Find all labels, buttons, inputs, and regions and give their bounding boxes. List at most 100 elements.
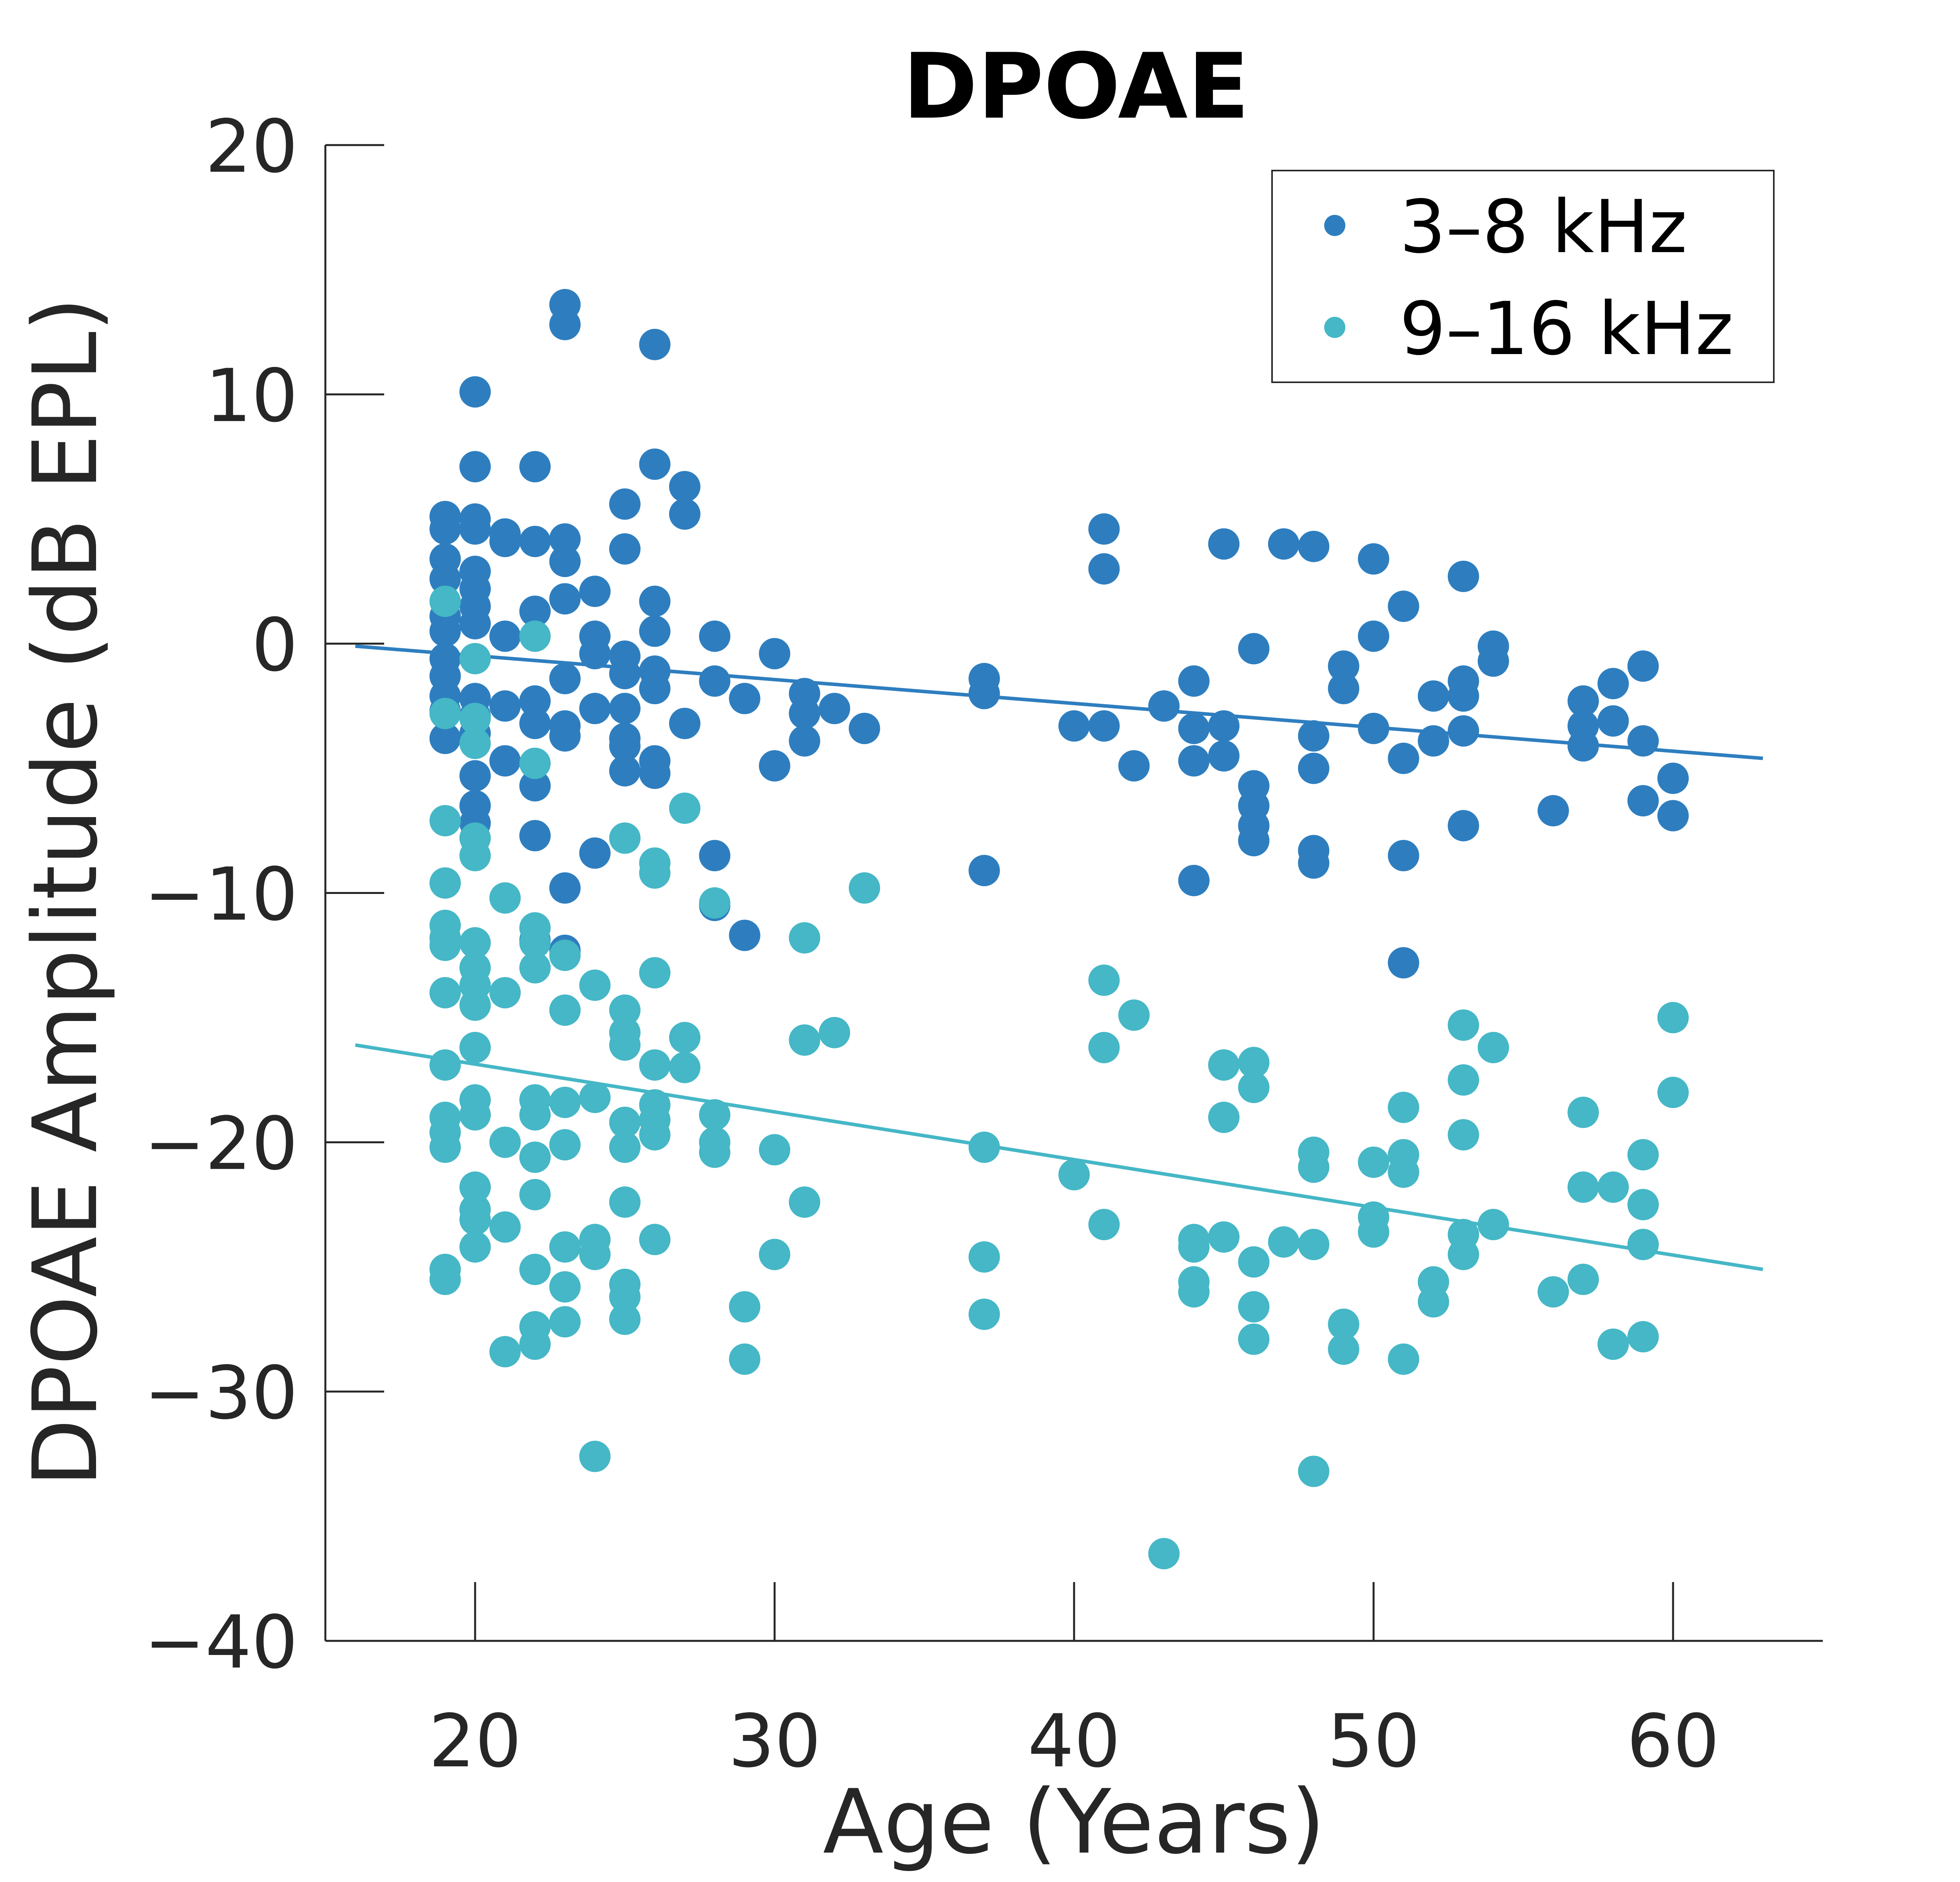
data-point-3-8khz	[459, 513, 491, 545]
data-point-3-8khz	[1567, 730, 1599, 762]
x-tick-label: 50	[1327, 1699, 1420, 1784]
data-point-3-8khz	[1118, 750, 1150, 782]
data-point-9-16khz	[549, 1231, 581, 1263]
data-point-3-8khz	[1627, 785, 1659, 817]
data-point-9-16khz	[579, 1081, 611, 1113]
data-point-3-8khz	[519, 685, 551, 717]
data-point-3-8khz	[1417, 725, 1449, 757]
data-point-9-16khz	[549, 994, 581, 1026]
data-point-9-16khz	[1448, 1009, 1479, 1041]
data-point-9-16khz	[429, 977, 461, 1008]
data-point-9-16khz	[1118, 999, 1150, 1031]
data-point-9-16khz	[1088, 1209, 1120, 1241]
data-point-3-8khz	[1358, 712, 1389, 744]
data-point-9-16khz	[1298, 1151, 1330, 1183]
data-point-9-16khz	[639, 857, 671, 889]
data-point-9-16khz	[459, 1204, 491, 1235]
y-tick-label: 20	[205, 104, 298, 189]
data-point-9-16khz	[1328, 1308, 1359, 1340]
data-point-3-8khz	[519, 770, 551, 802]
data-point-9-16khz	[669, 792, 701, 824]
data-point-3-8khz	[489, 745, 521, 777]
data-point-3-8khz	[429, 513, 461, 545]
data-point-3-8khz	[1088, 553, 1120, 585]
data-point-3-8khz	[639, 615, 671, 647]
data-point-3-8khz	[1627, 725, 1659, 757]
data-point-3-8khz	[609, 658, 641, 689]
data-point-9-16khz	[519, 1179, 551, 1210]
data-point-9-16khz	[1448, 1239, 1479, 1270]
data-point-3-8khz	[489, 620, 521, 652]
data-point-9-16khz	[639, 1049, 671, 1081]
data-point-9-16khz	[459, 1231, 491, 1263]
data-point-9-16khz	[1208, 1221, 1240, 1253]
data-point-9-16khz	[429, 930, 461, 961]
data-point-9-16khz	[459, 927, 491, 959]
data-point-3-8khz	[1298, 847, 1330, 879]
data-point-9-16khz	[669, 1022, 701, 1054]
axis-ticks: 20 30 40 50 60 20 10 0 −10 −20 −30 −40	[144, 104, 1719, 1784]
data-point-3-8khz	[1238, 825, 1270, 856]
data-point-9-16khz	[759, 1239, 790, 1270]
data-point-9-16khz	[1657, 1002, 1689, 1034]
y-tick-label: −10	[144, 852, 298, 937]
data-point-9-16khz	[579, 969, 611, 1001]
data-point-3-8khz	[579, 638, 611, 670]
data-point-3-8khz	[1208, 710, 1240, 742]
data-point-9-16khz	[519, 1099, 551, 1131]
data-point-9-16khz	[639, 1119, 671, 1151]
data-point-3-8khz	[1657, 763, 1689, 794]
data-point-9-16khz	[1627, 1189, 1659, 1221]
data-point-3-8khz	[489, 525, 521, 557]
data-point-9-16khz	[1208, 1049, 1240, 1081]
data-point-9-16khz	[1657, 1077, 1689, 1108]
data-point-9-16khz	[459, 1171, 491, 1203]
series-3-8khz	[429, 289, 1689, 979]
data-point-9-16khz	[729, 1291, 760, 1322]
chart-title: DPOAE	[903, 35, 1249, 139]
data-point-9-16khz	[489, 1126, 521, 1158]
data-point-9-16khz	[968, 1132, 1000, 1163]
data-point-9-16khz	[1567, 1264, 1599, 1295]
data-point-3-8khz	[459, 376, 491, 408]
data-point-3-8khz	[1088, 710, 1120, 742]
data-point-3-8khz	[699, 665, 731, 697]
data-point-3-8khz	[669, 708, 701, 739]
data-point-3-8khz	[729, 919, 760, 951]
data-point-3-8khz	[639, 673, 671, 705]
data-point-9-16khz	[459, 840, 491, 872]
data-point-3-8khz	[579, 692, 611, 724]
data-point-9-16khz	[489, 977, 521, 1008]
data-point-3-8khz	[1448, 560, 1479, 592]
data-point-9-16khz	[1627, 1229, 1659, 1261]
data-point-3-8khz	[1298, 530, 1330, 562]
series-9-16khz	[429, 585, 1689, 1570]
data-point-9-16khz	[789, 1186, 820, 1218]
data-point-3-8khz	[1058, 710, 1090, 742]
data-point-3-8khz	[429, 615, 461, 647]
data-point-3-8khz	[1208, 528, 1240, 560]
data-point-9-16khz	[579, 1441, 611, 1472]
data-point-3-8khz	[1567, 685, 1599, 717]
data-point-9-16khz	[609, 1106, 641, 1138]
data-point-3-8khz	[1298, 752, 1330, 784]
y-tick-label: −20	[144, 1101, 298, 1186]
data-point-3-8khz	[1088, 513, 1120, 545]
data-point-3-8khz	[639, 448, 671, 480]
data-point-9-16khz	[549, 1129, 581, 1161]
data-point-9-16khz	[609, 1281, 641, 1313]
data-point-3-8khz	[1388, 947, 1419, 979]
legend-label-3-8khz: 3–8 kHz	[1399, 184, 1687, 269]
data-point-3-8khz	[669, 471, 701, 503]
data-point-9-16khz	[759, 1134, 790, 1166]
data-point-3-8khz	[968, 855, 1000, 887]
data-point-3-8khz	[1657, 800, 1689, 832]
data-point-3-8khz	[699, 840, 731, 872]
data-point-3-8khz	[1388, 840, 1419, 872]
data-point-9-16khz	[609, 1303, 641, 1335]
x-axis-title: Age (Years)	[823, 1771, 1325, 1874]
data-point-3-8khz	[609, 730, 641, 762]
data-point-9-16khz	[1328, 1333, 1359, 1365]
y-tick-label: −30	[144, 1350, 298, 1435]
